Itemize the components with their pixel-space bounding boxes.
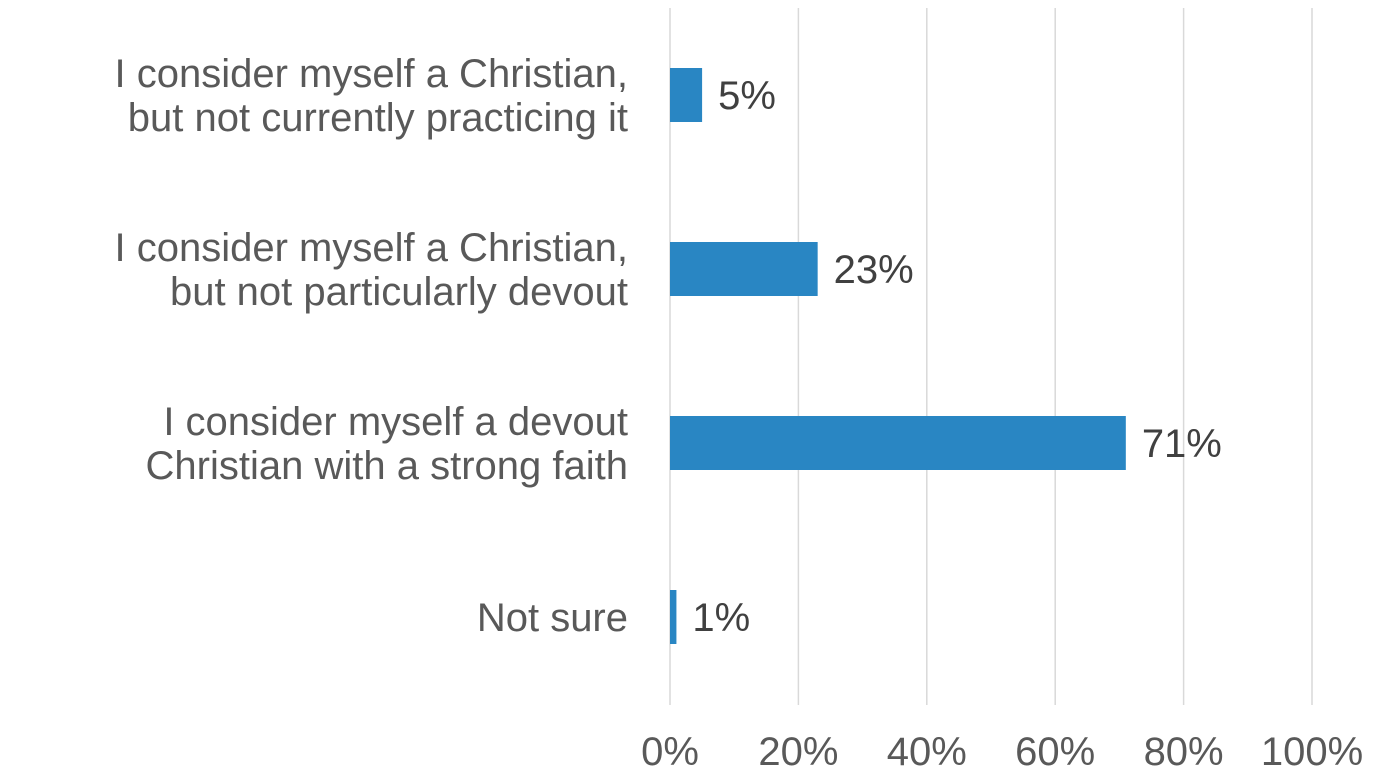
bar [670,68,703,122]
category-label: I consider myself a Christian, [114,52,628,96]
data-label: 71% [1142,422,1222,466]
x-tick-label: 0% [641,730,699,770]
category-labels: I consider myself a Christian,but not cu… [114,52,628,640]
bars [670,68,1126,644]
gridlines [669,8,1313,705]
category-label: I consider myself a Christian, [114,226,628,270]
category-label: Christian with a strong faith [146,444,628,488]
category-label: but not currently practicing it [128,96,628,140]
x-tick-label: 40% [887,730,967,770]
bar [670,416,1126,470]
bar [670,242,818,296]
data-label: 23% [834,248,914,292]
x-tick-label: 100% [1261,730,1363,770]
x-tick-label: 60% [1015,730,1095,770]
category-label: Not sure [477,596,628,640]
x-tick-label: 20% [758,730,838,770]
category-label: but not particularly devout [170,270,628,314]
data-label: 1% [692,596,750,640]
data-labels: 5% 23% 71% 1% [692,74,1221,640]
x-tick-label: 80% [1144,730,1224,770]
category-label: I consider myself a devout [163,400,628,444]
bar [670,590,677,644]
data-label: 5% [718,74,776,118]
x-axis-tick-labels: 0% 20% 40% 60% 80% 100% [641,730,1363,770]
